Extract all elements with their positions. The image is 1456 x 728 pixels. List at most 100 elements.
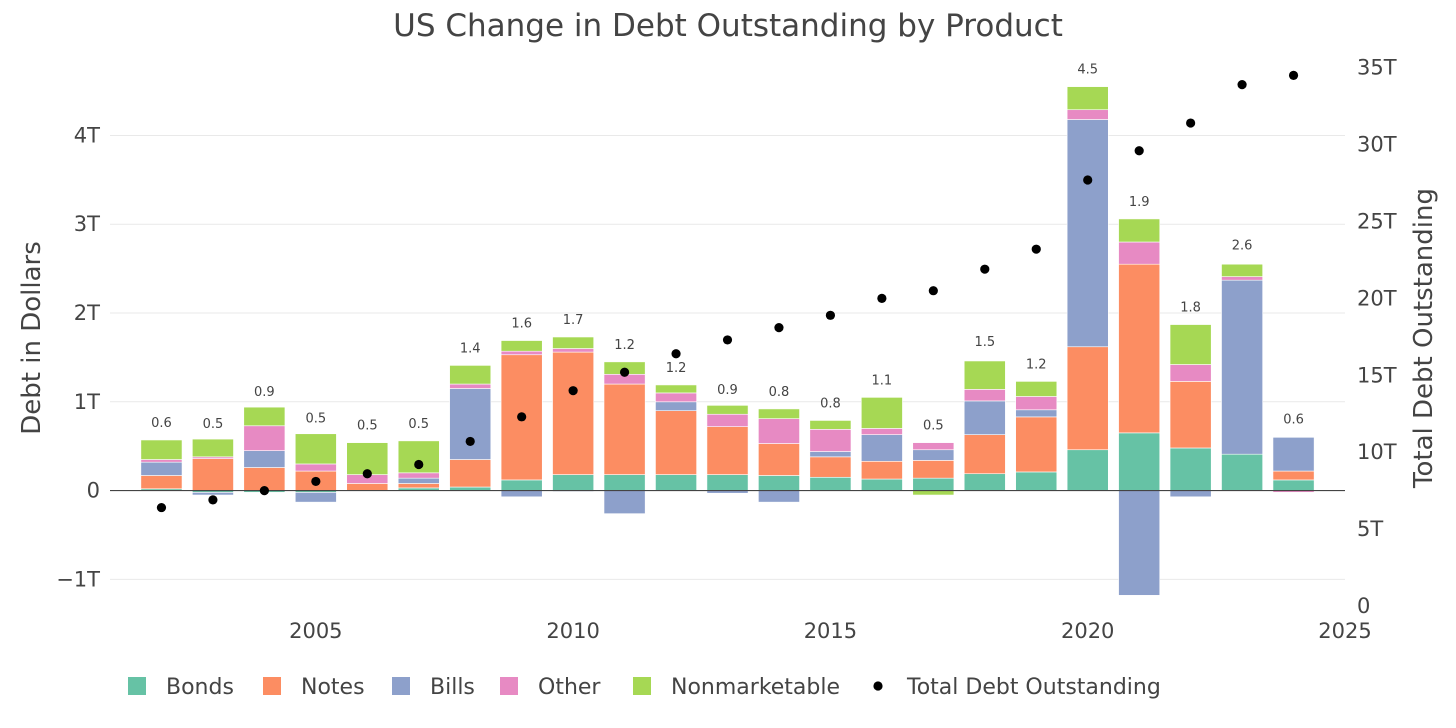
- bar-segment-notes: [140, 475, 183, 490]
- y2-tick-label: 25T: [1357, 209, 1397, 233]
- bar-segment-nonmarketable: [1066, 86, 1109, 111]
- bar-segment-nonmarketable: [552, 336, 595, 349]
- y2-tick-label: 15T: [1357, 363, 1397, 387]
- x-tick-label: 2020: [1061, 619, 1114, 643]
- bar-segment-nonmarketable: [500, 340, 543, 352]
- bar-segment-bills: [397, 477, 440, 484]
- total-debt-point: [825, 310, 836, 320]
- bar-segment-other: [1118, 241, 1161, 265]
- bar-segment-nonmarketable: [140, 439, 183, 460]
- chart-title: US Change in Debt Outstanding by Product: [393, 8, 1063, 44]
- bar-segment-bills: [1066, 119, 1109, 348]
- x-tick-label: 2010: [546, 619, 599, 643]
- bar-segment-other: [1066, 109, 1109, 120]
- total-debt-point: [722, 335, 733, 345]
- bar-segment-nonmarketable: [809, 420, 852, 430]
- bar-segment-notes: [1272, 470, 1315, 481]
- bar-segment-bonds: [860, 478, 903, 491]
- total-debt-point: [259, 486, 269, 496]
- bars: [140, 86, 1315, 596]
- bar-total-label: 2.6: [1232, 238, 1253, 253]
- bar-segment-other: [1169, 364, 1212, 382]
- bar-segment-bills: [140, 461, 183, 476]
- legend-swatch-other: [500, 677, 518, 695]
- legend-label: Notes: [301, 675, 365, 700]
- y2-tick-label: 10T: [1357, 440, 1397, 464]
- bar-segment-bonds: [1272, 479, 1315, 491]
- bar-segment-nonmarketable: [912, 490, 955, 496]
- bar-segment-bills: [243, 450, 286, 468]
- bar-segment-bonds: [809, 476, 852, 491]
- total-debt-point: [465, 436, 475, 447]
- bar-segment-notes: [809, 456, 852, 478]
- bar-segment-nonmarketable: [1169, 324, 1212, 365]
- bar-segment-notes: [1015, 416, 1058, 473]
- y2-tick-label: 35T: [1357, 56, 1397, 80]
- bar-segment-notes: [552, 351, 595, 475]
- bar-total-label: 1.6: [511, 317, 532, 332]
- bar-segment-bills: [294, 492, 337, 503]
- total-debt-point: [311, 476, 321, 487]
- legend-swatch-bonds: [128, 677, 146, 695]
- y-tick-label: 3T: [74, 212, 100, 236]
- bar-segment-nonmarketable: [860, 397, 903, 429]
- bar-segment-bills: [603, 490, 646, 514]
- total-debt-point: [208, 495, 218, 505]
- total-debt-point: [1237, 80, 1247, 90]
- bar-total-label: 1.7: [563, 313, 584, 328]
- bar-total-label: 1.2: [614, 338, 635, 353]
- bar-segment-bills: [1118, 490, 1161, 596]
- bar-segment-bills: [1272, 437, 1315, 472]
- bar-segment-other: [552, 348, 595, 353]
- bar-segment-other: [860, 428, 903, 435]
- bar-total-label: 0.6: [1283, 412, 1304, 427]
- bar-segment-bonds: [1015, 471, 1058, 491]
- bar-total-label: 0.9: [717, 383, 738, 398]
- total-debt-point: [774, 323, 784, 333]
- bar-segment-bonds: [552, 474, 595, 491]
- bar-total-label: 1.5: [974, 335, 995, 350]
- bar-total-label: 0.5: [203, 417, 224, 432]
- bar-segment-notes: [603, 383, 646, 475]
- bar-segment-bills: [192, 492, 234, 496]
- legend-label: Nonmarketable: [671, 675, 840, 700]
- bar-total-label: 0.9: [254, 385, 275, 400]
- bar-total-label: 0.5: [357, 419, 378, 434]
- y-tick-label: −1T: [56, 567, 100, 591]
- bar-segment-bills: [860, 434, 903, 462]
- bar-segment-nonmarketable: [1015, 381, 1058, 397]
- total-debt-point: [877, 293, 887, 303]
- legend-label: Bills: [430, 675, 475, 700]
- bar-total-label: 0.5: [923, 419, 944, 434]
- legend-swatch-bills: [392, 677, 410, 695]
- bar-total-label: 1.9: [1129, 195, 1150, 210]
- total-debt-point: [928, 286, 938, 296]
- bar-segment-other: [809, 429, 852, 452]
- bar-segment-bonds: [500, 479, 543, 491]
- bar-segment-bonds: [1221, 453, 1263, 491]
- bar-segment-nonmarketable: [655, 384, 697, 394]
- bar-segment-notes: [706, 426, 749, 475]
- bar-segment-other: [397, 472, 440, 479]
- bar-segment-bonds: [603, 474, 646, 491]
- bar-segment-notes: [1066, 346, 1109, 451]
- bar-segment-notes: [963, 434, 1006, 475]
- bar-total-label: 0.6: [151, 416, 172, 431]
- total-debt-point: [1288, 70, 1299, 80]
- bar-labels: 0.6 0.5 0.9 0.5 0.5 0.5 1.4 1.6 1.7 1.2 1.2 0.9 0.8 0…: [151, 63, 1304, 434]
- x-tick-label: 2005: [289, 619, 342, 643]
- bar-segment-other: [243, 425, 286, 451]
- bar-total-label: 0.8: [820, 396, 841, 411]
- bar-segment-bills: [1221, 279, 1263, 455]
- bar-segment-notes: [192, 458, 234, 491]
- bar-segment-bonds: [706, 474, 749, 491]
- bar-segment-other: [1221, 276, 1263, 281]
- total-debt-point: [568, 386, 578, 396]
- legend-label: Bonds: [166, 675, 234, 700]
- y-tick-label: 1T: [74, 390, 100, 414]
- bar-segment-bonds: [1169, 447, 1212, 491]
- bar-segment-bonds: [963, 473, 1006, 491]
- total-debt-point: [1083, 175, 1093, 185]
